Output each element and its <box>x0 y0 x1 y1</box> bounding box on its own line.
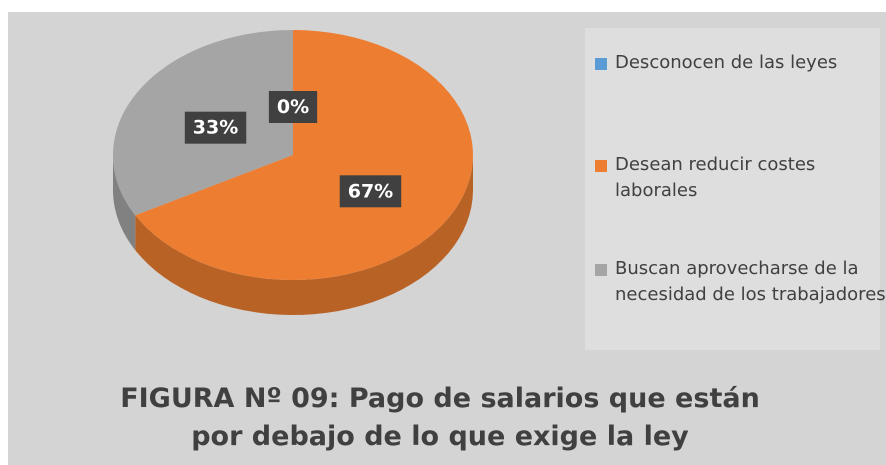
legend: Desconocen de las leyes Desean reducir co… <box>585 28 886 350</box>
pie-side <box>135 155 473 315</box>
data-label: 33% <box>184 111 247 144</box>
data-label-text: 33% <box>193 117 238 139</box>
legend-swatch <box>595 160 607 172</box>
data-label-text: 0% <box>277 96 309 118</box>
data-label: 0% <box>268 91 318 123</box>
legend-label: Buscan aprovecharse de la necesidad de l… <box>615 258 886 305</box>
data-label-text: 67% <box>348 180 393 202</box>
legend-swatch <box>595 58 607 70</box>
data-label-box <box>184 111 247 144</box>
legend-label: Desean reducir costes laborales <box>615 154 816 201</box>
chart-title: FIGURA Nº 09: Pago de salarios que están… <box>120 383 760 452</box>
data-label-box <box>268 91 318 123</box>
pie-slice <box>135 30 473 280</box>
data-label: 67% <box>339 175 402 208</box>
legend-label: Desconocen de las leyes <box>615 52 838 73</box>
legend-swatch <box>595 264 607 276</box>
legend-item: Desconocen de las leyes <box>595 50 886 76</box>
legend-item: Desean reducir costes laborales <box>595 152 886 204</box>
pie-side <box>113 155 136 251</box>
data-label-box <box>339 175 402 208</box>
legend-item: Buscan aprovecharse de la necesidad de l… <box>595 256 886 308</box>
